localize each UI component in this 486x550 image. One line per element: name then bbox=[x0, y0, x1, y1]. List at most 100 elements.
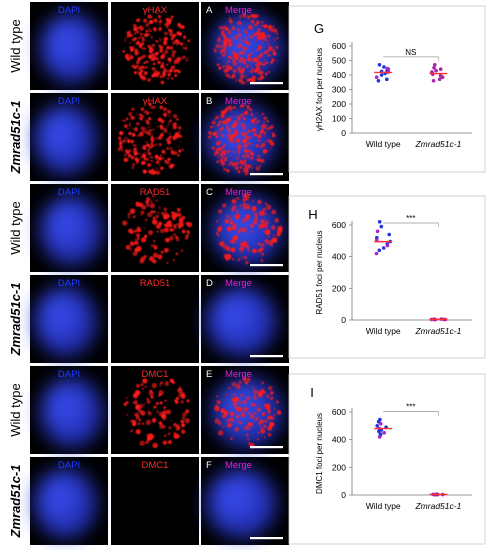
focus-spot bbox=[225, 121, 229, 125]
focus-spot bbox=[242, 170, 245, 173]
focus-spot bbox=[222, 244, 228, 250]
focus-spot bbox=[159, 105, 164, 110]
focus-spot bbox=[163, 247, 169, 253]
focus-spot bbox=[171, 213, 177, 219]
focus-spot bbox=[158, 27, 162, 31]
focus-spot bbox=[180, 420, 184, 424]
focus-spot bbox=[233, 120, 239, 126]
focus-spot bbox=[230, 134, 234, 138]
focus-spot bbox=[221, 126, 224, 130]
focus-spot bbox=[261, 143, 266, 148]
focus-spot bbox=[271, 49, 276, 53]
focus-spot bbox=[141, 413, 144, 416]
focus-spot bbox=[244, 195, 250, 201]
focus-spot bbox=[171, 211, 175, 215]
focus-spot bbox=[164, 114, 167, 118]
focus-spot bbox=[167, 432, 171, 436]
focus-spot bbox=[165, 17, 170, 22]
focus-spot bbox=[246, 29, 248, 31]
focus-spot bbox=[243, 425, 249, 431]
focus-spot bbox=[125, 397, 128, 399]
focus-spot bbox=[237, 230, 241, 234]
focus-spot bbox=[146, 397, 149, 401]
focus-spot bbox=[181, 229, 186, 234]
focus-spot bbox=[162, 410, 167, 415]
focus-spot bbox=[152, 73, 157, 78]
focus-spot bbox=[243, 163, 249, 168]
focus-spot bbox=[153, 67, 156, 70]
focus-spot bbox=[247, 129, 251, 133]
focus-spot bbox=[261, 24, 264, 27]
focus-spot bbox=[158, 136, 162, 140]
focus-spot bbox=[236, 197, 240, 200]
focus-spot bbox=[241, 413, 245, 417]
focus-spot bbox=[228, 155, 231, 157]
focus-spot bbox=[216, 38, 222, 43]
focus-spot bbox=[260, 243, 265, 247]
focus-spot bbox=[239, 113, 244, 118]
focus-spot bbox=[153, 133, 155, 135]
focus-spot bbox=[232, 42, 234, 45]
focus-spot bbox=[160, 64, 165, 69]
focus-spot bbox=[166, 161, 170, 165]
focus-spot bbox=[129, 53, 131, 56]
focus-spot bbox=[155, 143, 158, 146]
focus-spot bbox=[211, 146, 216, 150]
y-tick-label: 0 bbox=[341, 128, 346, 138]
focus-spot bbox=[164, 152, 166, 155]
focus-spot bbox=[164, 129, 168, 133]
focus-spot bbox=[255, 39, 258, 42]
focus-spot bbox=[181, 25, 185, 29]
focus-spot bbox=[240, 256, 243, 259]
focus-spot bbox=[264, 212, 267, 215]
focus-spot bbox=[239, 144, 242, 148]
focus-spot bbox=[240, 50, 245, 55]
focus-spot bbox=[257, 139, 260, 142]
focus-spot bbox=[147, 131, 151, 136]
focus-spot bbox=[230, 56, 234, 60]
focus-spot bbox=[176, 434, 180, 439]
focus-spot bbox=[160, 38, 163, 40]
focus-spot bbox=[160, 381, 164, 385]
channel-label: Merge bbox=[225, 96, 252, 107]
focus-spot bbox=[247, 63, 249, 66]
focus-spot bbox=[269, 390, 274, 395]
focus-spot bbox=[225, 73, 227, 76]
focus-spot bbox=[265, 220, 269, 224]
focus-spot bbox=[246, 104, 250, 109]
focus-spot bbox=[257, 431, 260, 434]
focus-spot bbox=[242, 400, 246, 403]
focus-spot bbox=[215, 231, 219, 235]
focus-spot bbox=[225, 117, 229, 122]
focus-spot bbox=[186, 399, 190, 403]
focus-spot bbox=[172, 124, 177, 130]
focus-spot bbox=[141, 387, 144, 390]
focus-spot bbox=[174, 73, 178, 78]
focus-spot bbox=[229, 163, 231, 166]
focus-spot bbox=[237, 115, 241, 120]
focus-spot bbox=[129, 248, 132, 251]
micro-panel: RAD51 bbox=[111, 184, 199, 272]
focus-spot bbox=[155, 224, 161, 229]
focus-spot bbox=[253, 124, 255, 127]
focus-spot bbox=[142, 169, 147, 174]
focus-spot bbox=[151, 138, 154, 141]
micro-panel: γHAX bbox=[111, 2, 199, 90]
focus-spot bbox=[276, 410, 282, 415]
focus-spot bbox=[256, 55, 260, 59]
focus-spot bbox=[232, 225, 237, 231]
focus-spot bbox=[236, 156, 239, 160]
focus-spot bbox=[215, 135, 219, 139]
focus-spot bbox=[172, 135, 177, 140]
focus-spot bbox=[270, 225, 276, 230]
row-genotype-label: Zmrad51c-1 bbox=[8, 101, 23, 175]
focus-spot bbox=[216, 160, 220, 164]
focus-spot bbox=[252, 75, 256, 80]
focus-spot bbox=[172, 113, 178, 119]
focus-spot bbox=[158, 29, 161, 32]
focus-spot bbox=[147, 44, 151, 48]
micro-panel: DAPI bbox=[30, 93, 108, 181]
focus-spot bbox=[240, 81, 245, 85]
focus-spot bbox=[238, 142, 241, 144]
focus-spot bbox=[155, 158, 158, 161]
